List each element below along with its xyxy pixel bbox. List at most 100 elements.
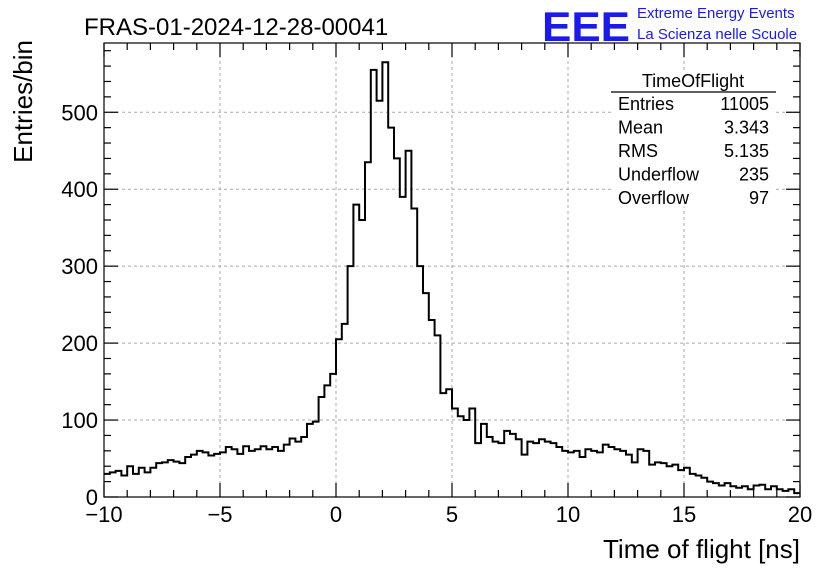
histogram-bin (400, 197, 406, 497)
histogram-bin (452, 409, 458, 497)
stats-label: Entries (618, 94, 674, 114)
histogram-bin (162, 462, 168, 497)
x-tick-label: 15 (672, 502, 696, 527)
logo-line-2: La Scienza nelle Scuole (637, 26, 797, 43)
histogram-bin (765, 489, 771, 497)
histogram-bin (110, 472, 116, 497)
histogram-bin (667, 466, 673, 497)
x-tick-label: 10 (556, 502, 580, 527)
stats-value: 97 (749, 188, 769, 208)
x-tick-label: 5 (446, 502, 458, 527)
histogram-bin (533, 443, 539, 497)
histogram-bin (121, 475, 127, 497)
histogram-bin (255, 449, 261, 497)
histogram-bin (266, 449, 272, 497)
histogram-bin (458, 416, 464, 497)
histogram-bin (678, 470, 684, 497)
y-tick-label: 100 (61, 408, 98, 433)
y-axis-label: Entries/bin (8, 40, 38, 163)
histogram-bin (649, 465, 655, 497)
y-tick-label: 300 (61, 254, 98, 279)
x-tick-label: −10 (85, 502, 122, 527)
grid-lines (104, 43, 800, 497)
histogram-bin (429, 320, 435, 497)
histogram-bin (191, 455, 197, 497)
y-tick-label: 400 (61, 177, 98, 202)
histogram-bin (417, 266, 423, 497)
histogram-bin (655, 462, 661, 497)
histogram-bin (214, 454, 220, 497)
histogram-bin (632, 462, 638, 497)
histogram-bin (295, 442, 301, 497)
histogram-bin (475, 443, 481, 497)
histogram-bin (614, 449, 620, 497)
stats-label: Underflow (618, 165, 700, 185)
histogram-bin (174, 462, 180, 497)
stats-value: 3.343 (724, 118, 769, 138)
x-tick-label: 0 (330, 502, 342, 527)
stats-label: Overflow (618, 188, 690, 208)
histogram-bin (197, 451, 203, 497)
run-title: FRAS-01-2024-12-28-00041 (84, 14, 388, 41)
histogram-bin (237, 454, 243, 497)
histogram-bin (661, 463, 667, 497)
histogram-bin (464, 420, 470, 497)
histogram-bin (377, 101, 383, 497)
eee-logo-icon: EEE (542, 3, 630, 50)
histogram-bin (290, 439, 296, 497)
histogram-bin (145, 472, 151, 497)
histogram-bin (249, 451, 255, 497)
histogram-bin (342, 324, 348, 497)
histogram-bin (510, 434, 516, 497)
histogram-bin (551, 443, 557, 497)
histogram-bin (440, 393, 446, 497)
stats-rows: Entries 11005 Mean 3.343 RMS 5.135 Underflow 23… (618, 94, 769, 208)
histogram-bin (272, 447, 278, 497)
histogram-bin (203, 452, 209, 497)
histogram-bin (168, 460, 174, 497)
y-tick-label: 200 (61, 331, 98, 356)
histogram-bin (388, 128, 394, 497)
histogram-bin (591, 451, 597, 497)
histogram-bin (313, 422, 319, 497)
histogram-bin (487, 437, 493, 497)
histogram-bin (719, 485, 725, 497)
y-tick-label: 0 (86, 485, 98, 510)
x-tick-label: 20 (788, 502, 812, 527)
x-axis-label: Time of flight [ns] (603, 534, 800, 564)
histogram-bin (580, 457, 586, 497)
histogram-bin (736, 488, 742, 497)
histogram-bin (597, 452, 603, 497)
histogram-bin (748, 489, 754, 497)
histogram-bin (261, 446, 267, 497)
histogram-bin (609, 447, 615, 497)
histogram-bin (568, 452, 574, 497)
histogram-bin (324, 385, 330, 497)
histogram-bin (690, 474, 696, 497)
histogram-bin (562, 451, 568, 497)
histogram-bin (208, 455, 214, 497)
stats-box-background (611, 73, 776, 207)
histogram-bin (179, 463, 185, 497)
histogram-bin (232, 449, 238, 497)
histogram-bin (620, 451, 626, 497)
histogram-bin (522, 455, 528, 497)
stats-label: RMS (618, 141, 658, 161)
stats-value: 11005 (720, 94, 769, 114)
histogram-bin (359, 220, 365, 497)
histogram-outline (104, 61, 800, 495)
y-tick-label: 500 (61, 100, 98, 125)
histogram-bin (301, 437, 307, 497)
stats-title: TimeOfFlight (642, 71, 744, 91)
stats-value: 5.135 (724, 141, 769, 161)
stats-box: TimeOfFlight Entries 11005 Mean 3.343 RMS 5.1… (611, 71, 776, 208)
histogram-bin (284, 445, 290, 497)
histogram-bin (394, 158, 400, 497)
logo-line-1: Extreme Energy Events (637, 5, 795, 22)
histogram-bin (104, 474, 110, 497)
histogram-bin (133, 474, 139, 497)
histogram-bin (226, 447, 232, 497)
x-tick-label: −5 (207, 502, 232, 527)
histogram-bin (556, 447, 562, 497)
